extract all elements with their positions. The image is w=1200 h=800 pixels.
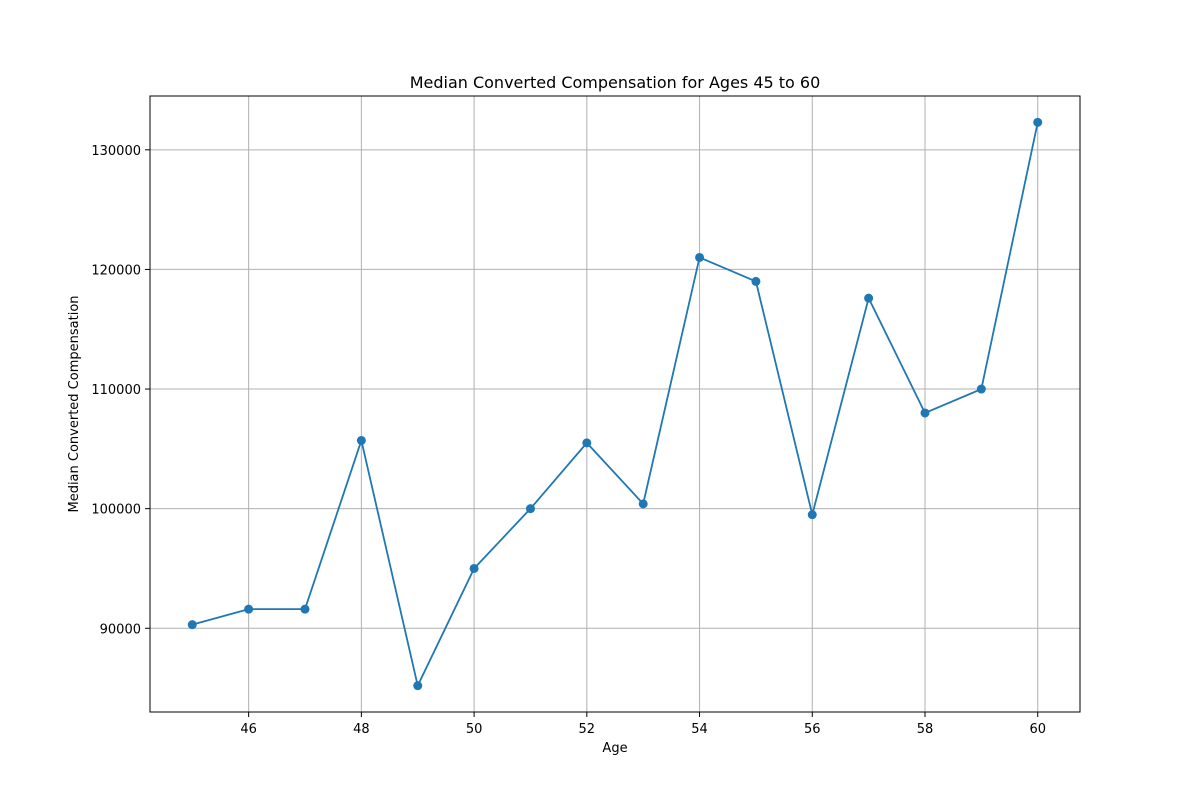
axis-ticks: 46 48 50 52 54 56 58 60 90000 100000 110000 120000 1… bbox=[91, 144, 1046, 737]
data-point bbox=[864, 293, 874, 303]
data-point bbox=[807, 510, 817, 520]
y-tick-label: 120000 bbox=[91, 263, 141, 278]
x-tick-label: 56 bbox=[804, 722, 821, 737]
data-point bbox=[920, 408, 930, 418]
data-point bbox=[638, 499, 648, 509]
x-axis-label: Age bbox=[602, 741, 627, 756]
x-tick-label: 54 bbox=[691, 722, 708, 737]
data-point bbox=[1033, 117, 1043, 127]
x-tick-label: 48 bbox=[353, 722, 370, 737]
y-tick-label: 110000 bbox=[91, 383, 141, 398]
data-point bbox=[695, 252, 705, 262]
series-layer bbox=[187, 117, 1043, 691]
x-tick-label: 50 bbox=[466, 722, 483, 737]
data-point bbox=[469, 563, 479, 573]
y-axis-label: Median Converted Compensation bbox=[67, 295, 82, 512]
x-tick-label: 60 bbox=[1029, 722, 1046, 737]
data-point bbox=[582, 438, 592, 448]
data-point bbox=[525, 504, 535, 514]
y-tick-label: 90000 bbox=[100, 622, 141, 637]
plot-frame bbox=[149, 95, 1081, 713]
data-point bbox=[187, 620, 197, 630]
chart-title: Median Converted Compensation for Ages 4… bbox=[410, 73, 821, 92]
data-point bbox=[244, 604, 254, 614]
grid bbox=[150, 96, 1080, 712]
x-tick-label: 58 bbox=[917, 722, 934, 737]
series-line bbox=[192, 122, 1039, 689]
data-point bbox=[413, 681, 423, 691]
data-point bbox=[356, 435, 366, 445]
data-point bbox=[751, 276, 761, 286]
data-point bbox=[300, 604, 310, 614]
data-point bbox=[976, 384, 986, 394]
y-tick-label: 100000 bbox=[91, 503, 141, 518]
x-tick-label: 52 bbox=[579, 722, 596, 737]
y-tick-label: 130000 bbox=[91, 144, 141, 159]
x-tick-label: 46 bbox=[240, 722, 257, 737]
